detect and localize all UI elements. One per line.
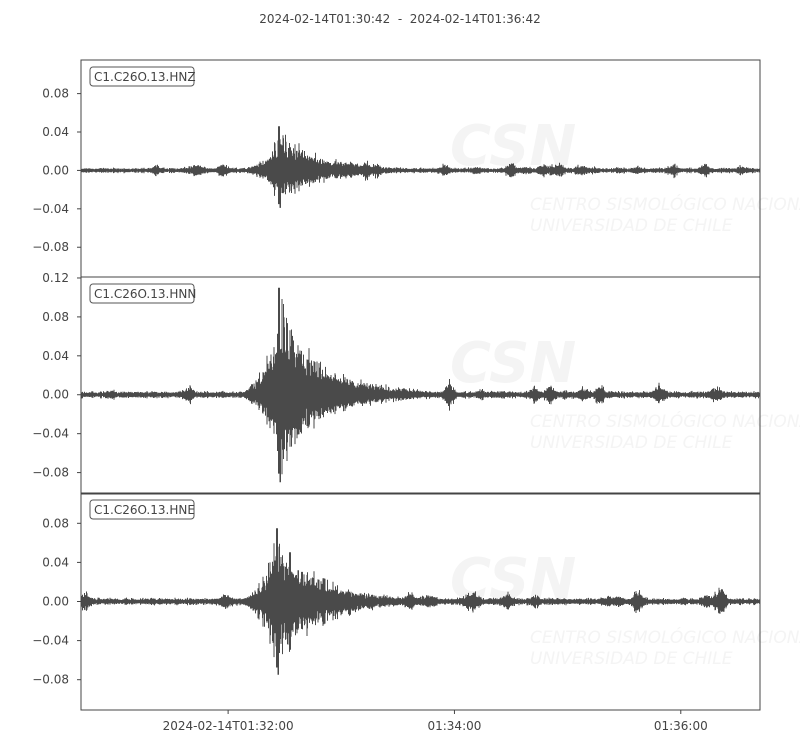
- y-tick-label: 0.00: [42, 595, 69, 609]
- y-tick-label: 0.04: [42, 555, 69, 569]
- watermark-line1: CENTRO SISMOLÓGICO NACIONAL: [530, 626, 800, 648]
- y-tick-label: −0.08: [32, 673, 69, 687]
- channel-label-box: [89, 66, 195, 87]
- y-tick-label: 0.04: [42, 349, 69, 363]
- y-tick-label: −0.04: [32, 202, 69, 216]
- y-tick-label: 0.08: [42, 516, 69, 530]
- watermark-logo: CSN: [450, 331, 576, 396]
- x-tick-label: 01:36:00: [654, 719, 708, 733]
- watermark-line1: CENTRO SISMOLÓGICO NACIONAL: [530, 193, 800, 215]
- watermark-line2: UNIVERSIDAD DE CHILE: [530, 216, 733, 236]
- watermark-line2: UNIVERSIDAD DE CHILE: [530, 433, 733, 453]
- y-tick-label: −0.04: [32, 634, 69, 648]
- y-tick-label: −0.04: [32, 427, 69, 441]
- axes-frame: [80, 276, 761, 495]
- y-tick-label: 0.04: [42, 125, 69, 139]
- channel-label-box: [89, 499, 195, 520]
- waveform-trace-hnn: [80, 287, 761, 483]
- y-tick-label: 0.12: [42, 271, 69, 285]
- x-tick-label: 2024-02-14T01:32:00: [163, 719, 294, 733]
- x-tick-label: 01:34:00: [427, 719, 481, 733]
- channel-label: C1.C26O.13.HNE: [94, 503, 195, 517]
- y-tick-label: 0.08: [42, 87, 69, 101]
- y-tick-label: −0.08: [32, 466, 69, 480]
- watermark-line1: CENTRO SISMOLÓGICO NACIONAL: [530, 410, 800, 432]
- channel-label: C1.C26O.13.HNZ: [94, 70, 196, 84]
- y-tick-label: 0.08: [42, 310, 69, 324]
- channel-label: C1.C26O.13.HNN: [94, 287, 196, 301]
- channel-label-box: [89, 283, 195, 304]
- watermark-line2: UNIVERSIDAD DE CHILE: [530, 649, 733, 669]
- y-tick-label: −0.08: [32, 240, 69, 254]
- y-tick-label: 0.00: [42, 388, 69, 402]
- chart-title: 2024-02-14T01:30:42 - 2024-02-14T01:36:4…: [259, 12, 541, 26]
- y-tick-label: 0.00: [42, 163, 69, 177]
